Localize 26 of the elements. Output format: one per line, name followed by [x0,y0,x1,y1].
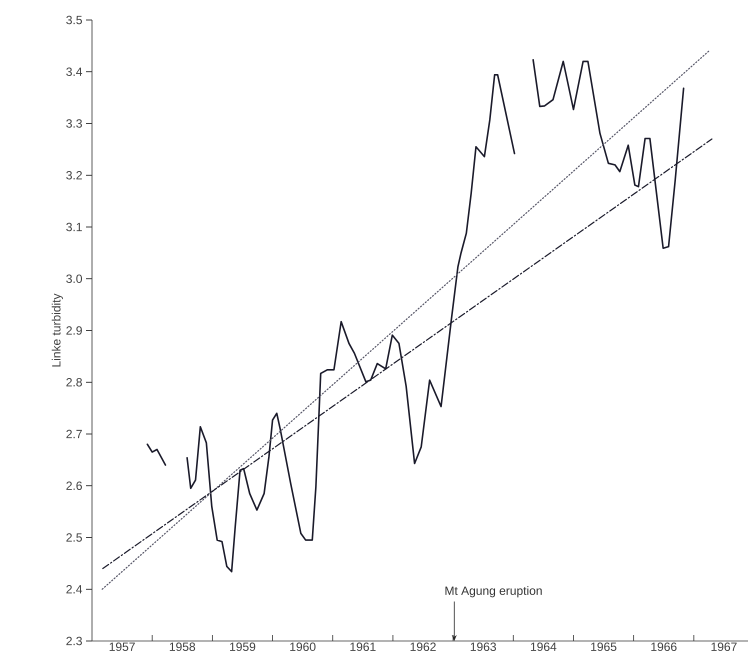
y-tick-label: 2.7 [66,430,82,438]
x-tick-label: 1957 [110,642,135,652]
y-tick-label: 3.0 [66,274,82,283]
y-tick-label: 2.4 [66,585,82,594]
x-tick-label: 1963 [470,642,496,652]
y-tick-label: 3.5 [66,16,82,24]
x-tick-label: 1958 [170,642,196,652]
x-tick-label: 1964 [530,642,556,652]
annotation: Mt Agung eruption [445,586,542,598]
y-axis-title: Linke turbidity [52,294,63,367]
y-tick-label: 2.6 [66,481,82,490]
x-tick-label: 1962 [410,642,436,652]
y-tick-label: 2.3 [66,636,82,646]
y-tick-label: 2.5 [66,533,82,542]
x-tick-label: 1967 [711,642,737,652]
x-tick-label: 1966 [651,642,677,652]
y-tick-label: 3.2 [66,170,82,180]
x-tick-label: 1960 [290,642,316,652]
y-tick-label: 3.3 [66,119,82,128]
y-tick-label: 3.4 [66,68,82,76]
y-tick-label: 2.8 [66,378,82,386]
x-tick-label: 1965 [591,642,616,652]
x-tick-label: 1959 [230,642,256,652]
x-tick-label: 1961 [350,642,376,652]
y-tick-label: 3.1 [66,222,82,232]
y-tick-label: 2.9 [66,326,82,335]
